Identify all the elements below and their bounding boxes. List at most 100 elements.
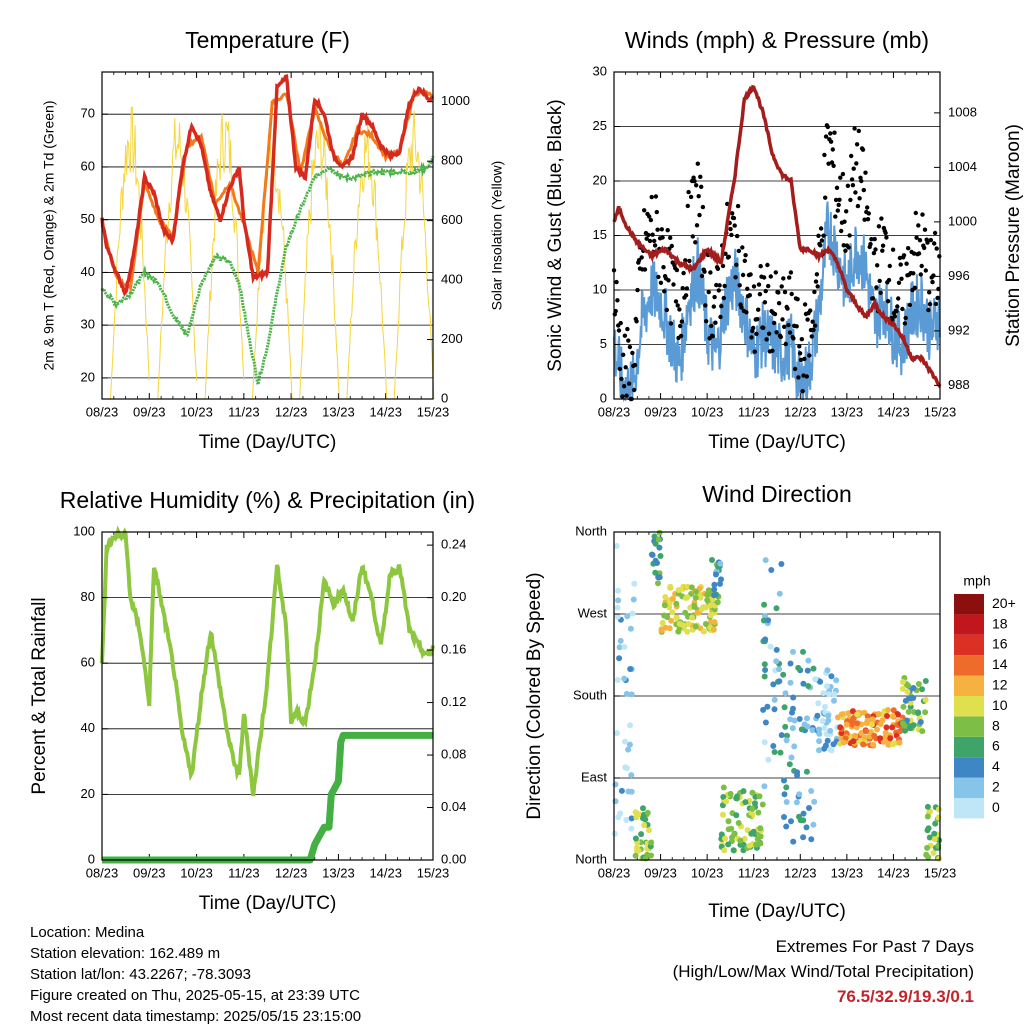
legend-label: 8 [992,717,1000,733]
direction-point [651,533,658,540]
gust-point [787,275,792,280]
direction-point [632,835,639,842]
direction-point [787,679,794,686]
direction-point [860,741,867,748]
gust-point [911,251,917,256]
gust-point [805,317,810,322]
direction-point [624,613,631,620]
gust-point [833,197,839,203]
gust-point [715,266,721,271]
direction-point [919,728,926,735]
solar-insolation-line [346,121,388,400]
gust-point [797,344,802,349]
direction-point [630,596,637,603]
x-tick-label: 13/23 [831,865,864,880]
direction-point [787,660,794,667]
gust-point [619,376,624,382]
direction-point [824,737,831,744]
direction-point [919,686,925,693]
gust-point [854,142,860,147]
gust-point [922,227,928,232]
gust-point [822,152,827,158]
direction-point [725,826,732,833]
gust-point [765,262,770,268]
legend-label: 14 [992,656,1008,672]
gust-point [737,283,742,288]
gust-point [740,272,746,278]
direction-point [626,741,633,748]
gust-point [646,232,651,238]
direction-point [625,788,632,795]
gust-point [841,243,846,248]
direction-point [796,716,803,722]
x-tick-label: 09/23 [644,404,677,419]
direction-point [684,628,691,635]
direction-point [750,828,757,835]
direction-point [709,557,715,563]
gust-point [788,270,794,275]
gust-point [925,240,930,245]
solar-insolation-line [110,106,150,400]
gust-point [912,285,918,290]
gust-point [829,160,835,165]
direction-point [781,814,787,820]
gust-point [795,297,800,302]
gust-point [804,374,809,379]
direction-point [822,703,828,710]
direction-point [827,727,834,734]
x-tick-label: 09/23 [644,865,677,880]
gust-point [758,264,763,269]
direction-point [808,836,815,843]
gust-point [923,268,928,273]
direction-point [781,704,788,711]
direction-point [850,738,857,745]
gust-point [840,171,846,177]
gust-point [798,357,804,363]
direction-point [621,644,628,650]
gust-point [816,233,821,238]
direction-point [778,561,785,567]
gust-point [723,251,728,256]
gust-point [703,303,708,308]
x-tick-label: 13/23 [831,404,864,419]
direction-point [828,673,835,680]
direction-point [776,678,783,685]
x-axis-label: Time (Day/UTC) [708,901,846,922]
gust-point [700,204,706,210]
gust-point [875,263,880,268]
gust-point [649,194,654,200]
gust-point [865,205,870,210]
x-tick-label: 08/23 [86,404,119,419]
direction-point [652,569,659,576]
gust-point [894,309,899,314]
gust-point [814,272,820,277]
gust-point [799,337,804,342]
direction-point [689,614,696,621]
direction-point [683,595,689,601]
extremes-title: Extremes For Past 7 Days [775,937,974,956]
gust-point [653,194,659,199]
direction-point [819,718,826,725]
gust-point [766,283,771,289]
y-right-axis-label: Station Pressure (Maroon) [1003,124,1024,347]
direction-point [870,741,877,748]
legend-swatch [954,798,984,819]
direction-point [692,594,699,601]
gust-point [863,170,868,175]
direction-point [837,724,844,731]
direction-point [868,721,875,728]
gust-point [669,243,674,249]
direction-point [691,603,698,610]
gust-point [834,185,840,190]
elevation-text: Station elevation: 162.489 m [30,945,221,962]
legend-label: 6 [992,738,1000,754]
direction-point [849,708,856,715]
direction-point [784,732,790,739]
gust-point [860,147,866,152]
gust-point [896,280,902,285]
gust-point [791,336,796,341]
direction-point [887,735,894,742]
gust-point [835,208,840,213]
gust-point [677,307,682,312]
gust-point [694,223,700,228]
